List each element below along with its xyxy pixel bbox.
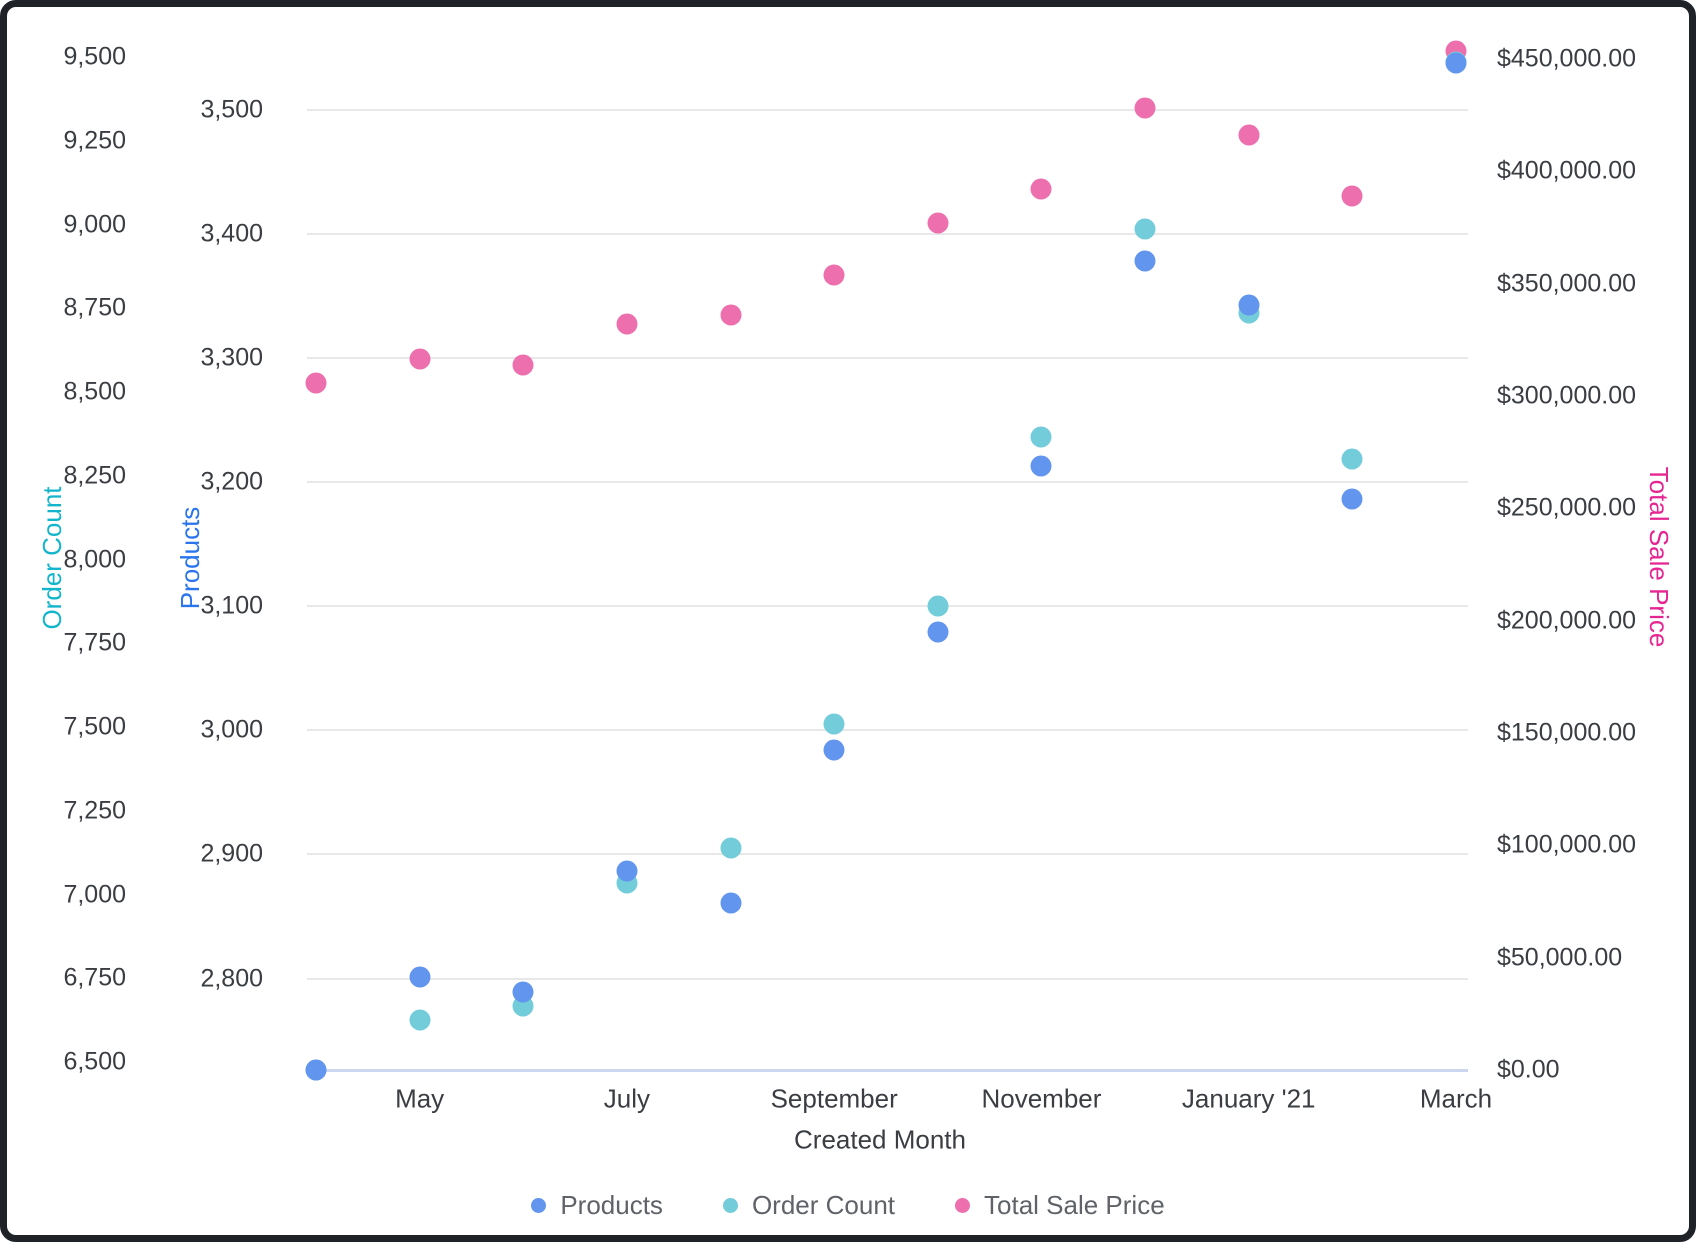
data-point-price[interactable] — [1238, 124, 1260, 146]
gridline — [307, 232, 1468, 235]
total-sale-price-axis-title: Total Sale Price — [1644, 466, 1674, 648]
data-point-products[interactable] — [1341, 488, 1363, 510]
order_count-tick-label: 8,750 — [63, 293, 126, 322]
legend-item-order_count[interactable]: Order Count — [722, 1190, 896, 1221]
data-point-order_count[interactable] — [927, 595, 949, 617]
data-point-products[interactable] — [409, 966, 431, 988]
data-point-price[interactable] — [616, 313, 638, 335]
order_count-tick-label: 7,500 — [63, 712, 126, 741]
x-tick-label: July — [603, 1083, 651, 1114]
order_count-tick-label: 7,250 — [63, 796, 126, 825]
gridline — [307, 853, 1468, 856]
x-tick-label: September — [770, 1083, 898, 1114]
data-point-price[interactable] — [409, 348, 431, 370]
data-point-price[interactable] — [305, 372, 327, 394]
data-point-price[interactable] — [927, 212, 949, 234]
order_count-tick-label: 6,750 — [63, 963, 126, 992]
price-tick-label: $100,000.00 — [1497, 830, 1637, 859]
legend-label: Total Sale Price — [984, 1190, 1165, 1220]
x-tick-label: March — [1419, 1083, 1493, 1114]
data-point-products[interactable] — [512, 981, 534, 1003]
gridline — [307, 977, 1468, 980]
legend: Products Order Count Total Sale Price — [7, 1190, 1689, 1221]
products-legend-dot-icon — [531, 1198, 547, 1213]
gridline — [307, 605, 1468, 608]
order_count-legend-dot-icon — [722, 1198, 738, 1213]
order_count-tick-label: 7,000 — [63, 880, 126, 908]
data-point-products[interactable] — [927, 621, 949, 643]
gridline — [307, 357, 1468, 359]
data-point-order_count[interactable] — [823, 713, 845, 735]
price-tick-label: $400,000.00 — [1497, 156, 1637, 185]
price-tick-label: $0.00 — [1497, 1055, 1560, 1084]
data-point-products[interactable] — [616, 860, 638, 882]
order_count-tick-label: 9,000 — [63, 210, 126, 238]
products-tick-label: 3,500 — [200, 95, 263, 124]
data-point-price[interactable] — [1134, 97, 1156, 119]
price-tick-label: $300,000.00 — [1497, 381, 1637, 410]
order_count-tick-label: 8,000 — [63, 545, 126, 573]
order_count-tick-label: 7,750 — [63, 628, 126, 657]
x-tick-label: January '21 — [1181, 1083, 1316, 1114]
x-tick-label: November — [981, 1083, 1102, 1114]
legend-label: Order Count — [751, 1190, 896, 1220]
data-point-price[interactable] — [720, 304, 742, 326]
order_count-tick-label: 9,500 — [63, 42, 126, 71]
price-tick-label: $150,000.00 — [1497, 718, 1637, 747]
data-point-products[interactable] — [823, 739, 845, 761]
price-tick-label: $350,000.00 — [1497, 269, 1637, 298]
data-point-order_count[interactable] — [1341, 448, 1363, 470]
order_count-tick-label: 8,250 — [63, 461, 126, 490]
x-tick-label: May — [395, 1083, 445, 1114]
data-point-price[interactable] — [512, 354, 534, 376]
data-point-products[interactable] — [1134, 250, 1156, 272]
order_count-tick-label: 8,500 — [63, 377, 126, 406]
price-legend-dot-icon — [955, 1198, 971, 1213]
data-point-price[interactable] — [1341, 185, 1363, 207]
price-tick-label: $450,000.00 — [1497, 44, 1637, 73]
gridline — [307, 108, 1468, 111]
products-tick-label: 2,800 — [200, 964, 263, 992]
products-axis-title: Products — [175, 506, 205, 610]
data-point-products[interactable] — [305, 1059, 327, 1081]
data-point-price[interactable] — [823, 264, 845, 286]
products-tick-label: 3,400 — [200, 219, 263, 248]
data-point-products[interactable] — [1445, 52, 1467, 74]
price-tick-label: $250,000.00 — [1497, 493, 1637, 522]
data-point-products[interactable] — [1238, 294, 1260, 316]
data-point-order_count[interactable] — [1030, 426, 1052, 448]
price-tick-label: $50,000.00 — [1497, 943, 1623, 972]
legend-label: Products — [560, 1190, 663, 1220]
legend-item-products[interactable]: Products — [531, 1190, 663, 1221]
gridline — [307, 729, 1468, 732]
data-point-order_count[interactable] — [1134, 218, 1156, 240]
data-point-products[interactable] — [720, 892, 742, 914]
products-tick-label: 2,900 — [200, 839, 263, 868]
data-point-price[interactable] — [1030, 178, 1052, 200]
price-tick-label: $200,000.00 — [1497, 606, 1637, 635]
x-axis-line — [307, 1069, 1468, 1072]
products-tick-label: 3,000 — [200, 715, 263, 744]
data-point-order_count[interactable] — [720, 837, 742, 859]
products-tick-label: 3,100 — [200, 591, 263, 620]
order-count-axis-title: Order Count — [37, 486, 67, 630]
products-tick-label: 3,200 — [200, 467, 263, 496]
x-axis-title: Created Month — [794, 1124, 966, 1155]
gridline — [307, 481, 1468, 484]
legend-item-price[interactable]: Total Sale Price — [955, 1190, 1165, 1221]
order_count-tick-label: 6,500 — [63, 1047, 126, 1076]
data-point-products[interactable] — [1030, 455, 1052, 477]
products-tick-label: 3,300 — [200, 343, 263, 372]
data-point-order_count[interactable] — [409, 1009, 431, 1031]
scatter-chart: Order Count Products Total Sale Price Cr… — [7, 7, 1689, 1235]
order_count-tick-label: 9,250 — [63, 126, 126, 155]
